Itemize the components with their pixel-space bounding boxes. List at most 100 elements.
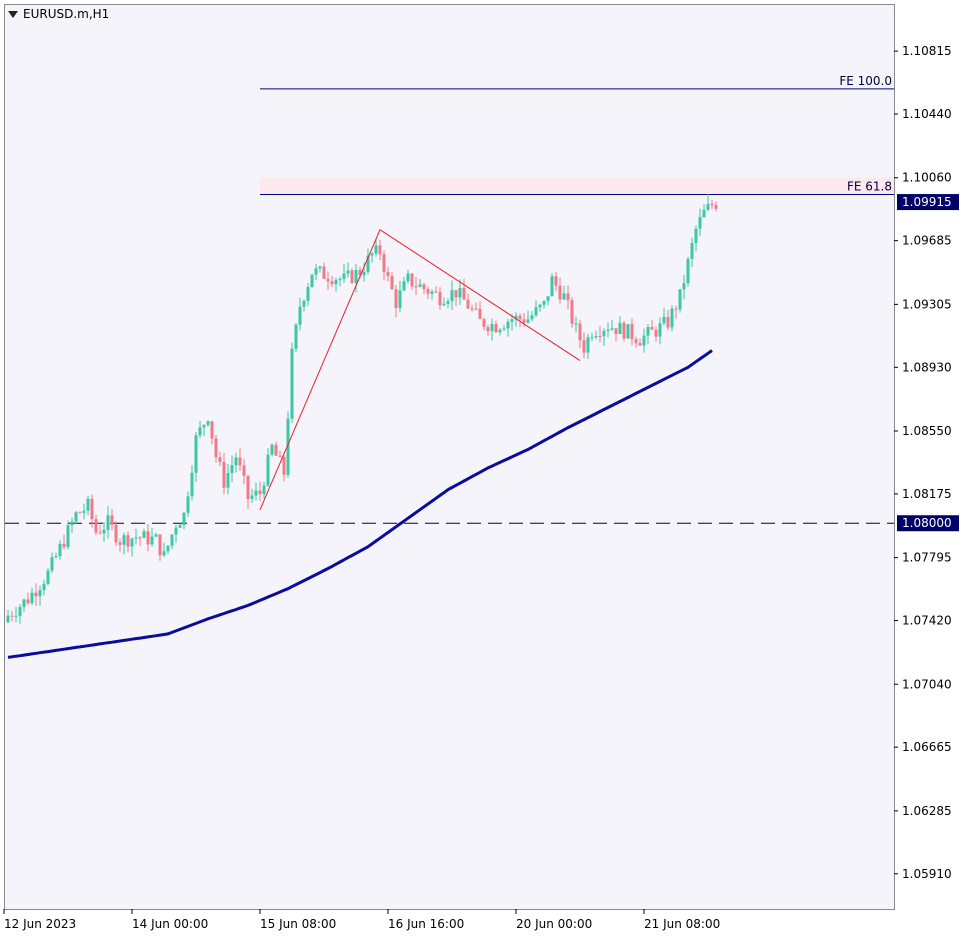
candle-body — [82, 510, 86, 513]
candle-body — [714, 205, 718, 209]
candle-body — [490, 323, 494, 332]
candle-body — [382, 254, 386, 273]
candle-body — [102, 529, 106, 534]
candle-body — [118, 542, 122, 545]
symbol-label: EURUSD.m,H1 — [23, 7, 110, 21]
candle-body — [34, 592, 38, 597]
y-tick-label: 1.10815 — [902, 44, 952, 58]
candle-body — [334, 280, 338, 285]
candle-body — [26, 599, 30, 604]
candle-body — [554, 276, 558, 286]
candle-body — [238, 457, 242, 466]
candle-body — [350, 270, 354, 283]
candle-body — [122, 535, 126, 545]
candle-body — [226, 472, 230, 488]
candle-body — [278, 455, 282, 457]
y-tick-label: 1.10440 — [902, 107, 952, 121]
candle-body — [286, 418, 290, 475]
y-tick-label: 1.07040 — [902, 677, 952, 691]
candle-body — [670, 308, 674, 328]
candle-body — [562, 293, 566, 300]
candle-body — [330, 281, 334, 285]
candle-body — [482, 318, 486, 328]
candle-body — [134, 537, 138, 539]
candle-body — [250, 495, 254, 500]
candle-body — [66, 525, 70, 548]
candle-body — [274, 444, 278, 456]
candle-body — [658, 323, 662, 337]
candle-body — [542, 300, 546, 305]
candle-body — [502, 328, 506, 330]
candle-body — [682, 283, 686, 290]
candle-body — [262, 485, 266, 494]
candle-body — [698, 217, 702, 229]
candle-body — [150, 536, 154, 545]
x-tick-label: 15 Jun 08:00 — [260, 917, 336, 931]
fe-level-label: FE 61.8 — [847, 180, 892, 194]
candle-body — [42, 583, 46, 590]
candle-body — [582, 340, 586, 353]
candle-body — [78, 512, 82, 514]
y-tick-label: 1.06665 — [902, 740, 952, 754]
candle-body — [678, 289, 682, 310]
candle-body — [566, 293, 570, 301]
candle-body — [438, 292, 442, 306]
candle-body — [210, 421, 214, 439]
candle-body — [170, 534, 174, 546]
candle-body — [610, 328, 614, 330]
candle-body — [190, 472, 194, 497]
candle-body — [414, 286, 418, 288]
candle-body — [586, 337, 590, 353]
candle-body — [338, 278, 342, 281]
candle-body — [186, 496, 190, 513]
candle-body — [630, 324, 634, 340]
chart-title[interactable]: EURUSD.m,H1 — [8, 7, 109, 21]
candle-body — [406, 273, 410, 282]
candle-body — [614, 328, 618, 335]
candle-body — [38, 589, 42, 597]
y-tick-label: 1.07795 — [902, 551, 952, 565]
candle-body — [218, 457, 222, 462]
candle-body — [314, 268, 318, 275]
y-tick-label: 1.09305 — [902, 297, 952, 311]
candle-body — [478, 308, 482, 319]
current-price-badge-bg — [897, 194, 959, 211]
candle-body — [282, 456, 286, 475]
plot-area[interactable] — [4, 4, 895, 910]
candle-body — [298, 306, 302, 325]
candle-body — [646, 327, 650, 336]
candle-body — [354, 270, 358, 283]
candle-body — [106, 515, 110, 530]
candle-body — [246, 475, 250, 500]
y-tick-label: 1.09685 — [902, 234, 952, 248]
candle-body — [10, 615, 14, 617]
candle-body — [454, 290, 458, 298]
x-tick-label: 14 Jun 00:00 — [132, 917, 208, 931]
candle-body — [510, 319, 514, 322]
fe-level-label: FE 100.0 — [839, 74, 892, 88]
candle-body — [426, 289, 430, 294]
candle-body — [606, 329, 610, 331]
candle-body — [158, 534, 162, 556]
candle-body — [402, 281, 406, 291]
candle-body — [702, 209, 706, 218]
candle-body — [358, 270, 362, 276]
triangle-down-icon[interactable] — [8, 10, 18, 18]
candle-body — [178, 525, 182, 528]
candle-body — [398, 290, 402, 308]
y-tick-label: 1.07420 — [902, 614, 952, 628]
candle-body — [470, 308, 474, 310]
y-tick-label: 1.08550 — [902, 424, 952, 438]
candle-body — [486, 327, 490, 332]
candle-body — [270, 444, 274, 455]
y-tick-label: 1.08930 — [902, 360, 952, 374]
candle-body — [90, 498, 94, 520]
candle-body — [142, 531, 146, 538]
candle-body — [146, 531, 150, 545]
candle-body — [290, 348, 294, 419]
candle-body — [242, 465, 246, 476]
candle-body — [530, 315, 534, 320]
candle-body — [434, 291, 438, 293]
y-tick-label: 1.06285 — [902, 804, 952, 818]
